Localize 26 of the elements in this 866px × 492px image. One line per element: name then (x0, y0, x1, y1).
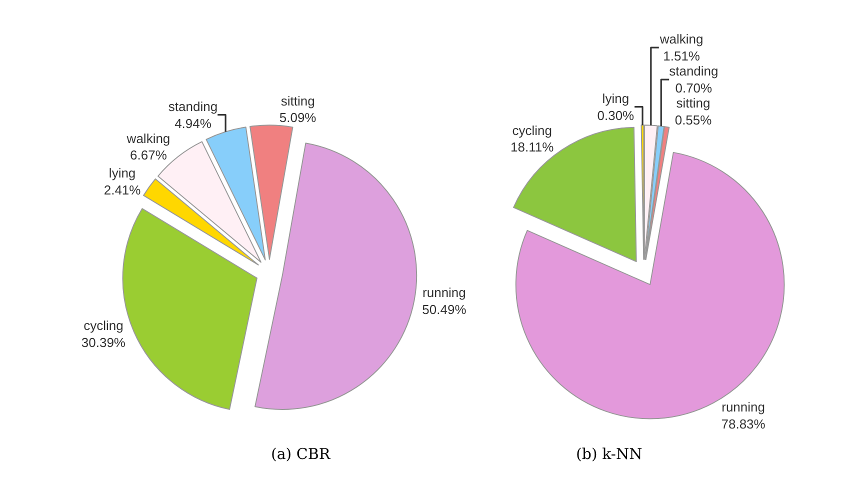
data-label: 30.39% (81, 335, 126, 350)
slice-label: running (422, 285, 466, 300)
slice-label: lying (602, 90, 630, 106)
slice-label: standing (669, 64, 718, 79)
data-label: 2.41% (104, 182, 142, 198)
slice-label: sitting (280, 93, 315, 108)
data-label: 78.83% (721, 416, 766, 432)
data-label: 50.49% (422, 302, 467, 318)
slice-label: sitting (676, 95, 710, 110)
data-label: 0.30% (597, 108, 635, 123)
slice-label: cycling (512, 122, 552, 138)
text: (b) k-NN (576, 445, 642, 463)
slice-label: running (722, 399, 765, 414)
text: (a) CBR (271, 445, 331, 463)
data-label: 5.09% (279, 110, 317, 126)
data-label: 0.70% (675, 80, 713, 96)
slice-label: walking (658, 32, 704, 47)
data-label: 4.94% (174, 116, 212, 131)
data-label: 0.55% (674, 112, 712, 128)
slice-label: lying (108, 166, 136, 181)
slice-label: standing (168, 98, 218, 114)
slice-label: cycling (84, 318, 124, 334)
data-label: 6.67% (130, 148, 168, 163)
data-label: 18.11% (510, 140, 554, 155)
slice-label: walking (126, 130, 170, 146)
data-label: 1.51% (663, 48, 700, 64)
